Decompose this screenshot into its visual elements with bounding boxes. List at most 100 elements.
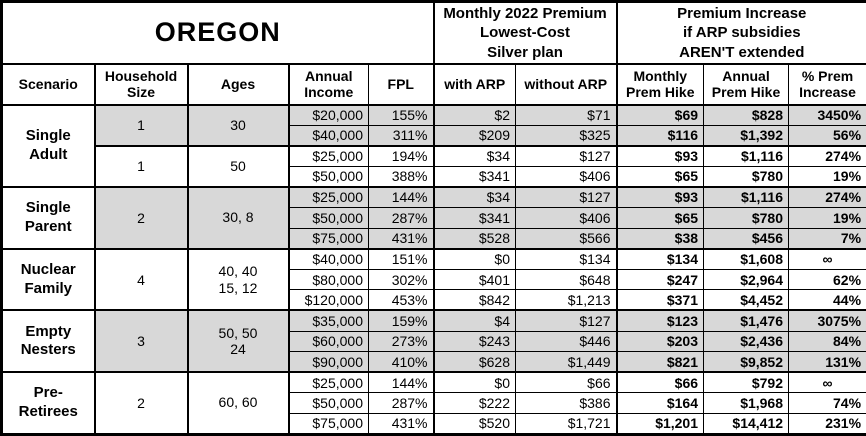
scenario-cell: Single Adult bbox=[2, 105, 95, 187]
with-arp-cell: $222 bbox=[434, 393, 516, 414]
col-header-monthly-prem-hike: Monthly Prem Hike bbox=[617, 64, 704, 105]
monthly-hike-cell: $93 bbox=[617, 187, 704, 208]
with-arp-cell: $520 bbox=[434, 413, 516, 434]
annual-income-cell: $120,000 bbox=[289, 290, 369, 311]
scenario-cell: Pre- Retirees bbox=[2, 372, 95, 434]
increase-group-header: Premium Increase if ARP subsidies AREN'T… bbox=[617, 2, 866, 64]
monthly-hike-cell: $66 bbox=[617, 372, 704, 393]
with-arp-cell: $243 bbox=[434, 331, 516, 352]
without-arp-cell: $1,213 bbox=[516, 290, 617, 311]
fpl-cell: 155% bbox=[369, 105, 434, 126]
fpl-cell: 431% bbox=[369, 228, 434, 249]
with-arp-cell: $0 bbox=[434, 372, 516, 393]
monthly-hike-cell: $116 bbox=[617, 125, 704, 146]
annual-hike-cell: $9,852 bbox=[704, 352, 789, 373]
monthly-hike-cell: $203 bbox=[617, 331, 704, 352]
annual-income-cell: $25,000 bbox=[289, 372, 369, 393]
annual-hike-cell: $2,964 bbox=[704, 269, 789, 290]
ages-cell: 40, 40 15, 12 bbox=[188, 249, 289, 311]
fpl-cell: 159% bbox=[369, 310, 434, 331]
table-row: Nuclear Family 4 40, 40 15, 12 $40,000 1… bbox=[2, 249, 866, 270]
table-row: 1 50 $25,000 194% $34 $127 $93 $1,116 27… bbox=[2, 146, 866, 167]
household-size-cell: 3 bbox=[95, 310, 188, 372]
ages-cell: 50, 50 24 bbox=[188, 310, 289, 372]
with-arp-cell: $34 bbox=[434, 146, 516, 167]
scenario-cell: Empty Nesters bbox=[2, 310, 95, 372]
pct-increase-cell: 274% bbox=[789, 187, 866, 208]
col-header-without-arp: without ARP bbox=[516, 64, 617, 105]
monthly-hike-cell: $93 bbox=[617, 146, 704, 167]
pct-increase-cell: 56% bbox=[789, 125, 866, 146]
with-arp-cell: $2 bbox=[434, 105, 516, 126]
annual-hike-cell: $1,116 bbox=[704, 146, 789, 167]
annual-income-cell: $50,000 bbox=[289, 166, 369, 187]
without-arp-cell: $127 bbox=[516, 310, 617, 331]
annual-hike-cell: $4,452 bbox=[704, 290, 789, 311]
without-arp-cell: $566 bbox=[516, 228, 617, 249]
fpl-cell: 273% bbox=[369, 331, 434, 352]
pct-increase-cell: 44% bbox=[789, 290, 866, 311]
without-arp-cell: $134 bbox=[516, 249, 617, 270]
fpl-cell: 287% bbox=[369, 207, 434, 228]
with-arp-cell: $4 bbox=[434, 310, 516, 331]
col-header-fpl: FPL bbox=[369, 64, 434, 105]
household-size-cell: 2 bbox=[95, 372, 188, 434]
table-row: Single Parent 2 30, 8 $25,000 144% $34 $… bbox=[2, 187, 866, 208]
pct-increase-cell: 131% bbox=[789, 352, 866, 373]
without-arp-cell: $406 bbox=[516, 166, 617, 187]
with-arp-cell: $341 bbox=[434, 207, 516, 228]
with-arp-cell: $628 bbox=[434, 352, 516, 373]
without-arp-cell: $648 bbox=[516, 269, 617, 290]
without-arp-cell: $446 bbox=[516, 331, 617, 352]
annual-income-cell: $40,000 bbox=[289, 125, 369, 146]
monthly-hike-cell: $65 bbox=[617, 166, 704, 187]
fpl-cell: 410% bbox=[369, 352, 434, 373]
monthly-hike-cell: $134 bbox=[617, 249, 704, 270]
annual-income-cell: $60,000 bbox=[289, 331, 369, 352]
without-arp-cell: $1,721 bbox=[516, 413, 617, 434]
col-header-with-arp: with ARP bbox=[434, 64, 516, 105]
annual-income-cell: $50,000 bbox=[289, 393, 369, 414]
annual-hike-cell: $828 bbox=[704, 105, 789, 126]
pct-increase-cell: 62% bbox=[789, 269, 866, 290]
monthly-hike-cell: $65 bbox=[617, 207, 704, 228]
annual-hike-cell: $1,608 bbox=[704, 249, 789, 270]
ages-cell: 50 bbox=[188, 146, 289, 187]
premium-group-header: Monthly 2022 Premium Lowest-Cost Silver … bbox=[434, 2, 617, 64]
monthly-hike-cell: $821 bbox=[617, 352, 704, 373]
annual-income-cell: $75,000 bbox=[289, 413, 369, 434]
monthly-hike-cell: $69 bbox=[617, 105, 704, 126]
table-row: Empty Nesters 3 50, 50 24 $35,000 159% $… bbox=[2, 310, 866, 331]
without-arp-cell: $386 bbox=[516, 393, 617, 414]
household-size-cell: 1 bbox=[95, 105, 188, 146]
fpl-cell: 302% bbox=[369, 269, 434, 290]
monthly-hike-cell: $1,201 bbox=[617, 413, 704, 434]
without-arp-cell: $127 bbox=[516, 187, 617, 208]
annual-income-cell: $90,000 bbox=[289, 352, 369, 373]
column-header-row: Scenario Household Size Ages Annual Inco… bbox=[2, 64, 866, 105]
region-title: OREGON bbox=[2, 2, 434, 64]
pct-increase-cell: ∞ bbox=[789, 372, 866, 393]
with-arp-cell: $341 bbox=[434, 166, 516, 187]
monthly-hike-cell: $164 bbox=[617, 393, 704, 414]
annual-income-cell: $80,000 bbox=[289, 269, 369, 290]
annual-income-cell: $25,000 bbox=[289, 146, 369, 167]
fpl-cell: 431% bbox=[369, 413, 434, 434]
annual-income-cell: $75,000 bbox=[289, 228, 369, 249]
fpl-cell: 453% bbox=[369, 290, 434, 311]
monthly-hike-cell: $38 bbox=[617, 228, 704, 249]
annual-income-cell: $40,000 bbox=[289, 249, 369, 270]
pct-increase-cell: 3450% bbox=[789, 105, 866, 126]
without-arp-cell: $71 bbox=[516, 105, 617, 126]
col-header-annual-prem-hike: Annual Prem Hike bbox=[704, 64, 789, 105]
pct-increase-cell: 3075% bbox=[789, 310, 866, 331]
monthly-hike-cell: $123 bbox=[617, 310, 704, 331]
col-header-household-size: Household Size bbox=[95, 64, 188, 105]
without-arp-cell: $325 bbox=[516, 125, 617, 146]
annual-hike-cell: $456 bbox=[704, 228, 789, 249]
annual-hike-cell: $1,116 bbox=[704, 187, 789, 208]
pct-increase-cell: 231% bbox=[789, 413, 866, 434]
title-row: OREGON Monthly 2022 Premium Lowest-Cost … bbox=[2, 2, 866, 64]
pct-increase-cell: 74% bbox=[789, 393, 866, 414]
